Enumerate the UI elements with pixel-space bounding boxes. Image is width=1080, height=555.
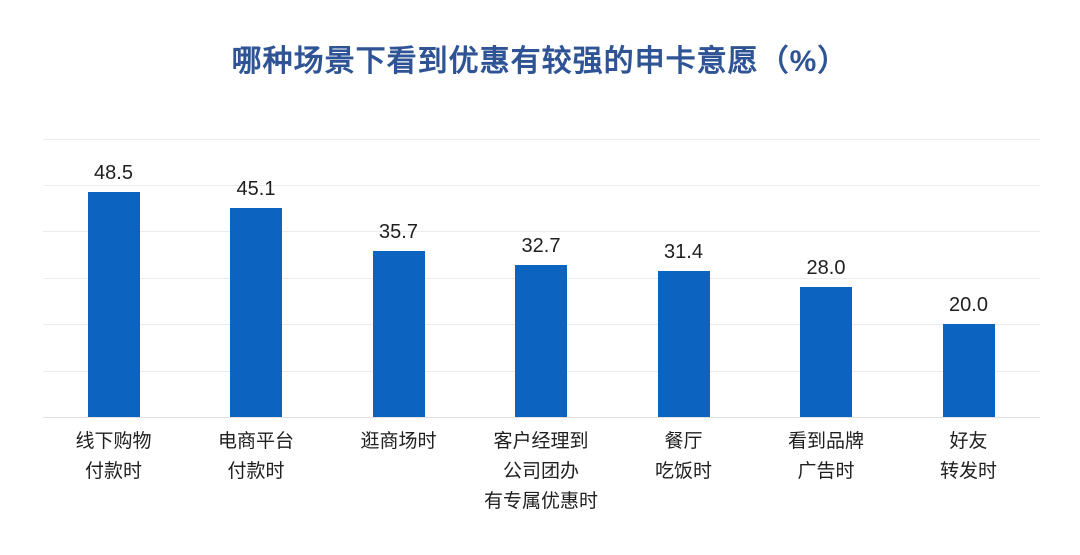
bar-value-label: 35.7 [379,221,418,244]
category-label-line: 付款时 [84,461,142,482]
category-label-line: 餐厅 [664,431,703,452]
bar-value-label: 28.0 [806,257,846,280]
bar [942,324,995,417]
chart-title: 哪种场景下看到优惠有较强的申卡意愿（%） [231,45,849,78]
gridline-y-60 [43,138,1040,140]
category-label: 线下购物 付款时 [34,427,194,487]
bar-value-label: 20.0 [949,294,988,317]
category-label: 看到品牌 广告时 [746,427,906,487]
bar-value-label: 48.5 [94,162,133,184]
category-label-line: 好友 [949,431,988,452]
category-label-line: 有专属优惠时 [483,491,598,512]
category-label-line: 线下购物 [75,431,152,452]
bar [800,287,852,417]
gridline-y-50 [43,185,1040,186]
category-label-line: 公司团办 [502,461,579,482]
category-label-line: 转发时 [939,461,997,482]
bar [515,265,567,417]
x-axis-line [43,417,1040,418]
bar [372,251,425,417]
category-label-line: 客户经理到 [493,431,589,452]
category-label-line: 付款时 [227,461,285,482]
bar-value-label: 31.4 [664,241,703,264]
category-label: 餐厅 吃饭时 [604,427,764,487]
category-label: 客户经理到公司团办有专属优惠时 [461,427,621,517]
category-label-line: 电商平台 [217,431,294,452]
bar-value-label: 32.7 [521,235,561,258]
category-label: 电商平台 付款时 [176,427,336,487]
bar [657,271,710,417]
category-label-line: 吃饭时 [654,461,712,482]
category-label: 逛商场时 [319,427,479,457]
category-label-line: 看到品牌 [787,431,864,452]
category-label-line: 广告时 [797,461,855,482]
gridline-y-40 [43,231,1040,233]
bar [87,192,140,417]
category-label: 好友 转发时 [889,427,1049,487]
category-label-line: 逛商场时 [360,431,437,452]
bar-value-label: 45.1 [236,177,276,200]
bar [230,207,282,417]
